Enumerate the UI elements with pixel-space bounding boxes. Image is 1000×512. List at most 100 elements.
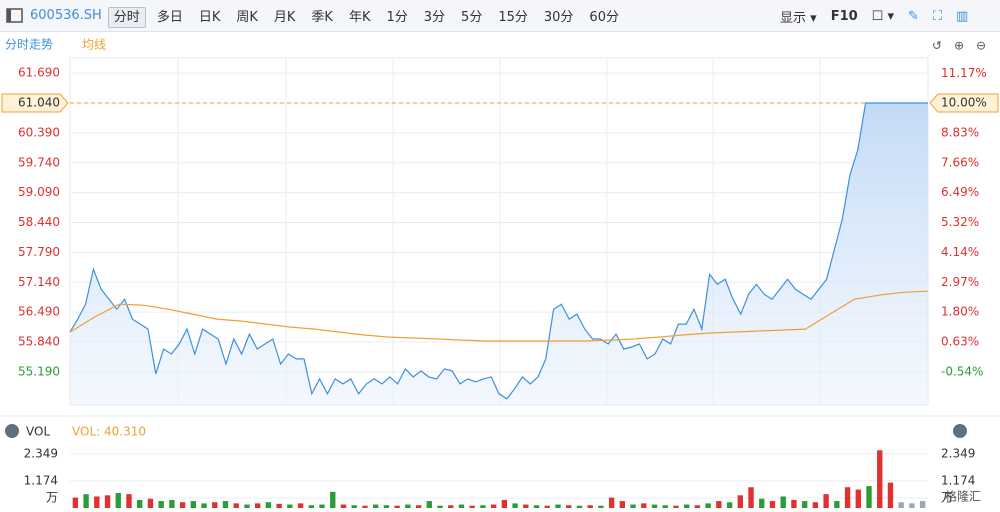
- expand-icon[interactable]: ⛶: [932, 9, 942, 24]
- toolbar: 600536.SH 分时 多日 日K 周K 月K 季K 年K 1分 3分 5分 15分 30分 60分 …: [0, 0, 1000, 32]
- watermark: 格隆汇: [945, 489, 981, 504]
- y2-tick-label: 4.14%: [941, 245, 979, 259]
- volume-bar: [233, 503, 239, 508]
- period-tab[interactable]: 年K: [348, 10, 371, 25]
- y2-tick-label: -0.54%: [941, 364, 983, 378]
- volume-bar: [866, 486, 872, 508]
- volume-bar: [555, 504, 561, 508]
- period-tab[interactable]: 周K: [236, 10, 258, 25]
- toolbar-right: 显示 ▾ F10 ☐ ▾ ✎ ⛶ ▥: [780, 7, 968, 26]
- period-tab[interactable]: 3分: [423, 10, 446, 25]
- layout-icon[interactable]: [6, 7, 24, 25]
- volume-bar: [919, 501, 926, 508]
- volume-bar: [726, 502, 733, 508]
- symbol[interactable]: 600536.SH: [30, 8, 102, 23]
- volume-bar: [179, 502, 186, 508]
- period-tab[interactable]: 季K: [311, 10, 333, 25]
- y2-tick-label: 8.83%: [941, 125, 979, 139]
- volume-bar: [276, 503, 282, 508]
- draw-icon[interactable]: ✎: [907, 9, 919, 24]
- volume-bar: [684, 504, 690, 508]
- volume-bar: [351, 505, 357, 508]
- period-tab[interactable]: 多日: [156, 10, 183, 25]
- volume-bar: [426, 501, 432, 508]
- display-menu[interactable]: 显示 ▾: [780, 11, 817, 26]
- period-tab[interactable]: 1分: [386, 10, 408, 25]
- f10[interactable]: F10: [830, 9, 858, 24]
- pct-badge: [929, 93, 999, 113]
- period-tab[interactable]: 分时: [107, 7, 146, 28]
- volume-bar: [190, 501, 197, 508]
- period-tab[interactable]: 15分: [498, 10, 528, 25]
- volume-bar: [619, 501, 626, 508]
- volume-bar: [458, 504, 465, 508]
- volume-bar: [812, 502, 819, 508]
- volume-bar: [523, 504, 529, 508]
- y-tick-label: 55.840: [18, 335, 60, 349]
- volume-bar: [480, 505, 486, 508]
- y-tick-label: 56.490: [18, 305, 60, 319]
- tool-icon[interactable]: ↺: [932, 39, 942, 53]
- display[interactable]: 显示: [780, 11, 807, 26]
- volume-bar: [212, 502, 218, 508]
- volume-bar: [362, 505, 368, 508]
- period-tab[interactable]: 月K: [273, 10, 296, 25]
- volume-bar: [297, 503, 304, 508]
- y2-tick-label: 11.17%: [941, 66, 987, 80]
- y-tick-label: 58.440: [18, 215, 60, 229]
- volume-bar: [126, 494, 132, 508]
- volume-bar: [330, 491, 336, 508]
- volume-bar: [169, 499, 175, 508]
- legend-entry[interactable]: 分时走势: [5, 38, 53, 52]
- tool-icon[interactable]: ⊖: [976, 39, 986, 53]
- y-tick-label-right: 万: [941, 491, 953, 505]
- volume-bar: [72, 497, 79, 508]
- volume-bar: [265, 502, 272, 508]
- chart-icon[interactable]: ▥: [956, 9, 969, 24]
- y-tick-label: 61.690: [18, 66, 60, 80]
- period-tab[interactable]: 日K: [198, 10, 221, 25]
- volume-bar: [244, 504, 250, 508]
- close-icon[interactable]: [953, 424, 967, 438]
- volume-bar: [791, 499, 797, 508]
- volume-bar: [855, 489, 861, 508]
- box-menu[interactable]: ☐ ▾: [871, 9, 894, 24]
- volume-bar: [748, 487, 754, 508]
- volume-bar: [94, 496, 100, 508]
- volume-bar: [394, 505, 400, 508]
- volume-bar: [844, 487, 851, 508]
- volume-bar: [222, 501, 229, 508]
- volume-bar: [641, 503, 647, 508]
- volume-bar: [255, 503, 261, 508]
- legend-entry[interactable]: 均线: [82, 38, 106, 52]
- volume-bar: [372, 504, 379, 508]
- collapse-icon[interactable]: [5, 424, 19, 438]
- volume-bar: [705, 503, 711, 508]
- period-tab[interactable]: 60分: [589, 10, 619, 25]
- volume-bar: [769, 501, 776, 508]
- y-tick-label: 59.740: [18, 155, 60, 169]
- period-tab[interactable]: 30分: [543, 10, 574, 25]
- volume-bar: [566, 505, 572, 508]
- volume-bar: [737, 495, 743, 508]
- volume-bar: [469, 505, 475, 508]
- y-tick-label: 万: [46, 491, 58, 505]
- tabs: 分时 多日 日K 周K 月K 季K 年K 1分 3分 5分 15分 30分 60分: [107, 6, 630, 28]
- volume-bar: [308, 505, 314, 508]
- volume-bar: [801, 501, 808, 508]
- period-tab[interactable]: 5分: [461, 10, 483, 25]
- volume-bar: [501, 499, 508, 508]
- y-tick-label: 2.349: [24, 446, 58, 460]
- volume-bar: [877, 450, 883, 508]
- y-tick-label-right: 2.349: [941, 446, 975, 460]
- volume-bar: [608, 497, 615, 508]
- volume-bar: [448, 505, 454, 508]
- price-badge: [1, 93, 69, 113]
- tool-icon[interactable]: ⊕: [954, 39, 964, 53]
- volume-bar: [533, 505, 540, 508]
- y2-tick-label: 6.49%: [941, 185, 979, 199]
- y-tick-label: 1.174: [24, 473, 58, 487]
- volume-bar: [759, 498, 765, 508]
